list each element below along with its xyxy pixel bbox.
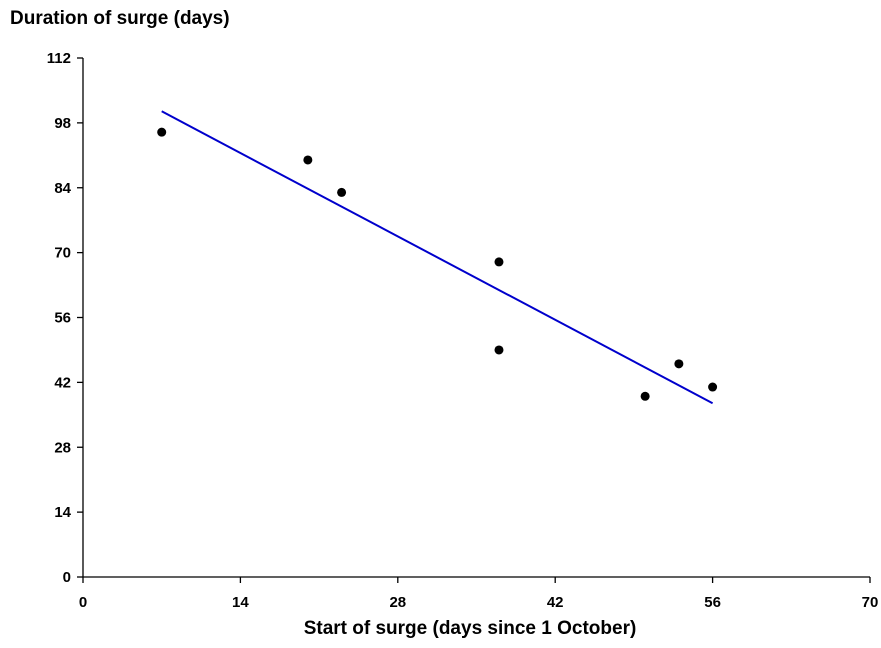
data-point — [337, 187, 347, 197]
y-axis-title: Duration of surge (days) — [10, 8, 230, 29]
y-tick-label: 14 — [54, 504, 71, 521]
data-point — [157, 127, 167, 137]
x-tick-label: 56 — [704, 594, 721, 611]
data-point — [708, 382, 718, 392]
data-point — [303, 155, 313, 165]
y-tick-label: 56 — [54, 310, 71, 327]
data-points — [157, 127, 718, 401]
y-tick-label: 84 — [54, 180, 71, 197]
x-tick-label: 70 — [862, 594, 879, 611]
data-point — [674, 359, 684, 369]
x-axis-title: Start of surge (days since 1 October) — [303, 618, 637, 639]
data-point — [494, 345, 504, 355]
x-tick-label: 14 — [232, 594, 249, 611]
data-point — [640, 391, 650, 401]
y-tick-label: 42 — [54, 374, 71, 391]
x-tick-label: 42 — [547, 594, 564, 611]
data-point — [494, 257, 504, 267]
trendline — [161, 110, 714, 405]
x-ticks: 0 14 28 42 56 70 — [79, 577, 879, 611]
x-tick-label: 28 — [389, 594, 406, 611]
y-tick-label: 112 — [47, 50, 71, 67]
y-tick-label: 98 — [54, 115, 71, 132]
y-ticks: 0 14 28 42 56 70 84 98 112 — [47, 50, 83, 586]
y-tick-label: 28 — [54, 439, 71, 456]
y-tick-label: 0 — [63, 569, 71, 586]
x-tick-label: 0 — [79, 594, 87, 611]
y-tick-label: 70 — [54, 245, 71, 262]
